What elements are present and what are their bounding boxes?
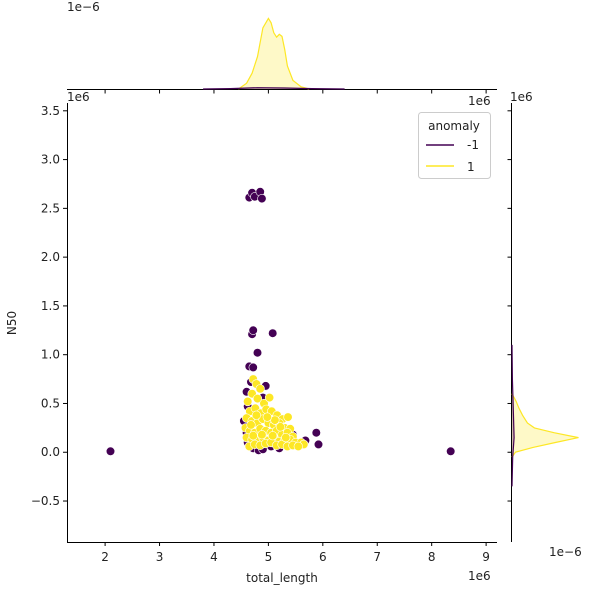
x-tick-label: 3 [156, 550, 164, 564]
scatter-point-anomaly-1 [281, 433, 291, 443]
x-tick-label: 6 [319, 550, 327, 564]
y-tick-label: 0.0 [41, 445, 60, 459]
x-multiplier-label: 1e6 [468, 569, 491, 583]
x-axis-title: total_length [246, 571, 318, 585]
right-kde-fill-1 [512, 393, 579, 458]
main-scatter-panel: 1e6 2 3 4 5 6 7 8 9 −0.5 0.0 0.5 1.0 1.5 2.0 2.5 3.0 3.… [5, 90, 497, 585]
scatter-point-anomaly--1 [105, 446, 116, 456]
top-kde-line--1 [203, 87, 345, 90]
scatter-point-anomaly-1 [251, 410, 261, 420]
x-tick-label: 2 [101, 550, 109, 564]
y-tick-label: −0.5 [31, 494, 60, 508]
right-marginal-ticks [507, 110, 512, 502]
top-marginal-panel: 1e−6 1e6 [67, 0, 497, 108]
x-tick-label: 4 [210, 550, 218, 564]
top-marginal-exponent-label: 1e−6 [67, 0, 100, 14]
scatter-point-anomaly--1 [252, 348, 263, 358]
scatter-point-anomaly--1 [313, 439, 324, 450]
y-axis-ticks: −0.5 0.0 0.5 1.0 1.5 2.0 2.5 3.0 3.5 [31, 104, 67, 508]
legend-title: anomaly [428, 119, 480, 133]
scatter-point-anomaly--1 [248, 362, 258, 373]
scatter-point-anomaly-1 [243, 396, 253, 407]
y-axis-title: N50 [5, 311, 19, 335]
scatter-point-anomaly-1 [293, 441, 303, 452]
y-tick-label: 3.5 [41, 104, 60, 118]
y-tick-label: 2.5 [41, 201, 60, 215]
legend-label-anomaly-neg1: -1 [467, 138, 479, 152]
top-marginal-extra-label: 1e6 [468, 94, 491, 108]
legend-frame [418, 112, 491, 179]
scatter-points [105, 187, 456, 456]
top-marginal-curves [203, 17, 345, 90]
y-tick-label: 1.0 [41, 348, 60, 362]
x-tick-label: 9 [482, 550, 490, 564]
top-marginal-ticks [104, 89, 487, 94]
scatter-point-anomaly-1 [252, 394, 263, 404]
right-kde-line--1 [511, 344, 515, 487]
right-marginal-extra-label: 1e6 [510, 90, 533, 104]
legend-label-anomaly-1: 1 [467, 160, 475, 174]
scatter-point-anomaly--1 [311, 428, 321, 438]
scatter-point-anomaly-1 [275, 422, 286, 432]
y-multiplier-label: 1e6 [67, 90, 90, 104]
x-tick-label: 8 [428, 550, 436, 564]
scatter-point-anomaly-1 [246, 420, 256, 430]
y-tick-label: 0.5 [41, 396, 60, 410]
scatter-point-anomaly-1 [248, 431, 258, 441]
scatter-point-anomaly-1 [283, 412, 293, 422]
y-tick-label: 3.0 [41, 153, 60, 167]
top-kde-line-1 [238, 17, 310, 90]
scatter-point-anomaly-1 [262, 412, 272, 422]
scatter-point-anomaly--1 [446, 446, 456, 456]
y-tick-label: 2.0 [41, 250, 60, 264]
top-kde-fill-1 [238, 18, 310, 89]
right-marginal-exponent-label: 1e−6 [549, 545, 582, 559]
scatter-point-anomaly--1 [257, 194, 267, 204]
right-kde-line-1 [511, 393, 579, 458]
x-tick-label: 7 [373, 550, 381, 564]
scatter-point-anomaly-1 [264, 393, 275, 403]
scatter-point-anomaly--1 [268, 328, 278, 338]
right-marginal-curves [511, 344, 579, 487]
x-axis-ticks: 2 3 4 5 6 7 8 9 [101, 542, 490, 564]
scatter-point-anomaly-1 [255, 384, 265, 394]
legend: anomaly -1 1 [418, 112, 491, 179]
scatter-point-anomaly-1 [257, 430, 267, 440]
right-marginal-panel: 1e6 1e−6 [507, 90, 582, 559]
x-tick-label: 5 [265, 550, 273, 564]
scatter-point-anomaly-1 [268, 431, 278, 441]
scatter-point-anomaly--1 [248, 325, 258, 335]
y-tick-label: 1.5 [41, 299, 60, 313]
